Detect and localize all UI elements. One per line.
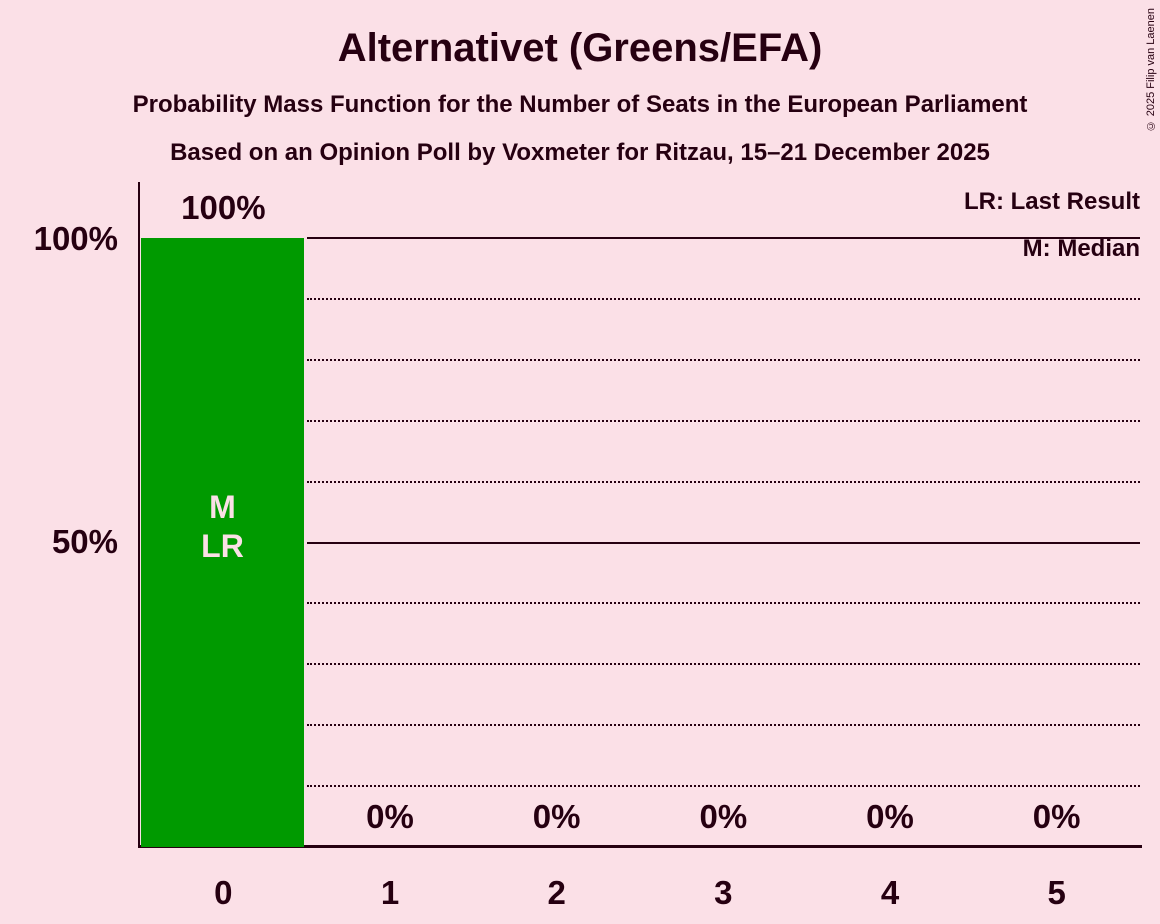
x-axis-label-1: 1 <box>380 874 400 911</box>
chart-subtitle-poll: Based on an Opinion Poll by Voxmeter for… <box>170 139 990 166</box>
gridline-60 <box>307 481 1140 483</box>
y-axis <box>138 182 140 848</box>
gridline-100 <box>307 237 1140 239</box>
gridline-40 <box>307 602 1140 604</box>
y-axis-label-50: 50% <box>51 523 118 560</box>
chart-subtitle-pmf: Probability Mass Function for the Number… <box>132 91 1028 118</box>
last-result-marker: LR <box>201 528 244 564</box>
value-label-seats-2: 0% <box>532 798 581 835</box>
legend-median: M: Median <box>1022 235 1140 262</box>
copyright-notice: © 2025 Filip van Laenen <box>1144 8 1158 158</box>
x-axis-label-0: 0 <box>214 874 233 911</box>
median-marker: M <box>209 489 236 525</box>
x-axis-label-3: 3 <box>714 874 733 911</box>
gridline-70 <box>307 420 1140 422</box>
x-axis-label-2: 2 <box>547 874 566 911</box>
y-axis-label-100: 100% <box>33 220 118 257</box>
gridline-90 <box>307 298 1140 300</box>
value-label-seats-3: 0% <box>699 798 748 835</box>
value-label-seats-4: 0% <box>866 798 914 835</box>
plot-area: M LR 100% 0% 0% 0% 0% 0% <box>140 190 1140 847</box>
gridline-30 <box>307 663 1140 665</box>
value-label-seats-1: 0% <box>366 798 414 835</box>
gridline-10 <box>307 785 1140 787</box>
gridline-20 <box>307 724 1140 726</box>
gridline-80 <box>307 359 1140 361</box>
bar-annotation: M LR <box>141 488 304 566</box>
gridline-50 <box>307 542 1140 544</box>
copyright-text: © 2025 Filip van Laenen <box>1145 8 1157 132</box>
value-label-seats-0: 100% <box>181 189 266 226</box>
value-label-seats-5: 0% <box>1032 798 1081 835</box>
bar-seats-0: M LR <box>141 238 304 847</box>
x-axis-label-4: 4 <box>880 874 900 911</box>
legend-last-result: LR: Last Result <box>963 188 1140 215</box>
x-axis <box>138 845 1142 848</box>
chart-title: Alternativet (Greens/EFA) <box>337 26 823 70</box>
x-axis-label-5: 5 <box>1047 874 1066 911</box>
